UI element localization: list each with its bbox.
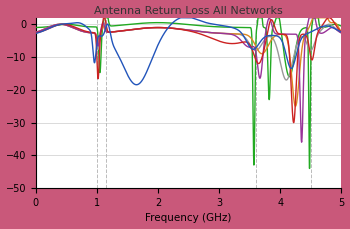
Title: Antenna Return Loss All Networks: Antenna Return Loss All Networks: [94, 5, 283, 16]
X-axis label: Frequency (GHz): Frequency (GHz): [145, 213, 232, 224]
